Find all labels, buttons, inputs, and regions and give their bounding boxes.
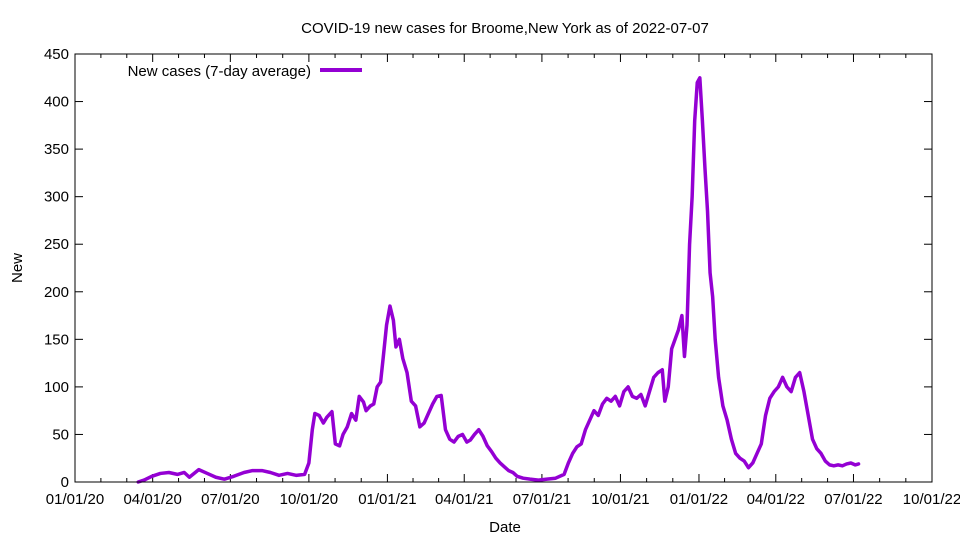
- x-axis-label: Date: [489, 519, 521, 536]
- series-line: [136, 76, 861, 484]
- x-tick-label: 04/01/20: [123, 491, 181, 508]
- axes: 0 50 100 150 200 250 300 350 400 450 01/01/20 04/01…: [44, 46, 960, 508]
- x-tick-label: 01/01/20: [46, 491, 104, 508]
- y-tick-label: 0: [61, 474, 69, 491]
- x-tick-label: 10/01/21: [591, 491, 649, 508]
- x-tick-label: 10/01/22: [903, 491, 960, 508]
- y-tick-label: 300: [44, 189, 69, 206]
- plot-area: [136, 76, 861, 484]
- plot-border: [74, 53, 933, 483]
- y-tick-label: 50: [52, 426, 69, 443]
- y-tick-label: 350: [44, 141, 69, 158]
- y-axis-label: New: [9, 253, 26, 283]
- legend-label: New cases (7-day average): [128, 63, 311, 80]
- legend: New cases (7-day average): [128, 63, 362, 80]
- y-tick-label: 100: [44, 379, 69, 396]
- x-tick-label: 07/01/21: [513, 491, 571, 508]
- y-tick-label: 400: [44, 94, 69, 111]
- y-tick-label: 250: [44, 236, 69, 253]
- x-tick-label: 07/01/20: [201, 491, 259, 508]
- x-tick-label: 07/01/22: [824, 491, 882, 508]
- x-tick-label: 04/01/22: [747, 491, 805, 508]
- y-tick-label: 150: [44, 331, 69, 348]
- x-tick-label: 01/01/22: [670, 491, 728, 508]
- y-tick-label: 450: [44, 46, 69, 63]
- chart-title: COVID-19 new cases for Broome,New York a…: [301, 20, 709, 37]
- x-tick-label: 04/01/21: [435, 491, 493, 508]
- y-tick-label: 200: [44, 284, 69, 301]
- x-tick-label: 01/01/21: [358, 491, 416, 508]
- x-tick-label: 10/01/20: [280, 491, 338, 508]
